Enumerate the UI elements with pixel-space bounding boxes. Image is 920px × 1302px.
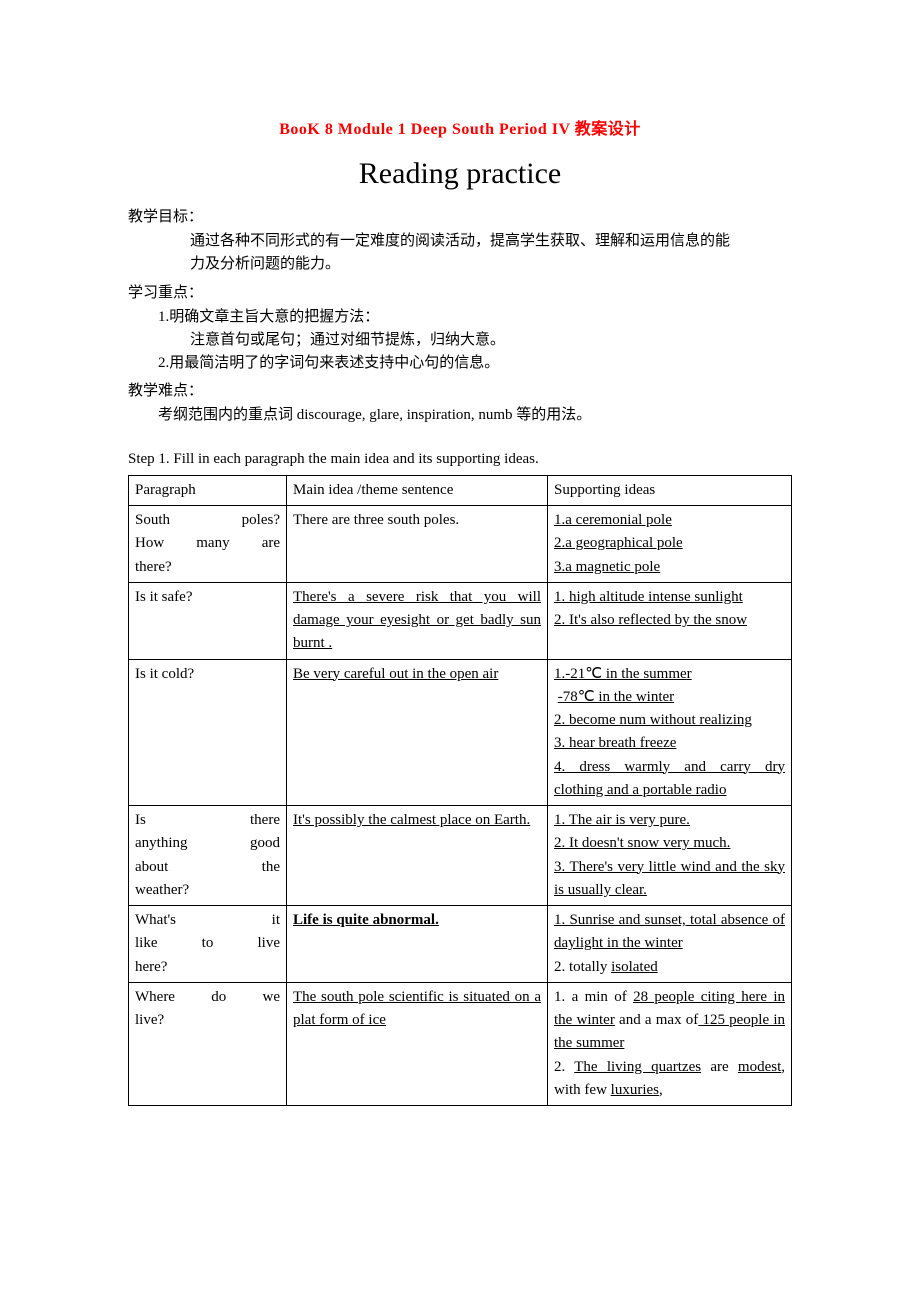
goal-body-line1: 通过各种不同形式的有一定难度的阅读活动，提高学生获取、理解和运用信息的能	[128, 230, 792, 253]
cell-main-idea: Be very careful out in the open air	[287, 659, 548, 806]
heading-teaching-difficulty: 教学难点：	[128, 379, 792, 400]
focus-item1: 1.明确文章主旨大意的把握方法：	[128, 306, 792, 329]
cell-main-idea: It's possibly the calmest place on Earth…	[287, 806, 548, 906]
table-row: What'sitliketolivehere?Life is quite abn…	[129, 906, 792, 983]
focus-item1-sub: 注意首句或尾句；通过对细节提炼，归纳大意。	[128, 329, 792, 352]
cell-paragraph: What'sitliketolivehere?	[129, 906, 287, 983]
main-idea-table: Paragraph Main idea /theme sentence Supp…	[128, 475, 792, 1106]
header-paragraph: Paragraph	[129, 475, 287, 505]
table-row: Is it cold?Be very careful out in the op…	[129, 659, 792, 806]
title-reading-practice: Reading practice	[128, 157, 792, 191]
cell-main-idea: Life is quite abnormal.	[287, 906, 548, 983]
document-page: BooK 8 Module 1 Deep South Period IV 教案设…	[0, 0, 920, 1166]
cell-paragraph: Is it safe?	[129, 582, 287, 659]
cell-paragraph: Isthereanythinggoodabouttheweather?	[129, 806, 287, 906]
heading-teaching-goal: 教学目标：	[128, 205, 792, 226]
cell-supporting: 1. high altitude intense sunlight 2. It'…	[548, 582, 792, 659]
title-red: BooK 8 Module 1 Deep South Period IV 教案设…	[128, 115, 792, 139]
cell-main-idea: There's a severe risk that you will dama…	[287, 582, 548, 659]
cell-supporting: 1. The air is very pure.2. It doesn't sn…	[548, 806, 792, 906]
cell-paragraph: Wheredowelive?	[129, 982, 287, 1105]
header-main-idea: Main idea /theme sentence	[287, 475, 548, 505]
cell-supporting: 1. a min of 28 people citing here in the…	[548, 982, 792, 1105]
difficulty-body: 考纲范围内的重点词 discourage, glare, inspiration…	[128, 404, 792, 427]
goal-body-line2: 力及分析问题的能力。	[128, 253, 792, 276]
cell-paragraph: Is it cold?	[129, 659, 287, 806]
cell-paragraph: Southpoles?Howmanyarethere?	[129, 506, 287, 583]
heading-learning-focus: 学习重点：	[128, 281, 792, 302]
cell-supporting: 1.a ceremonial pole2.a geographical pole…	[548, 506, 792, 583]
table-row: Is it safe?There's a severe risk that yo…	[129, 582, 792, 659]
cell-supporting: 1. Sunrise and sunset, total absence of …	[548, 906, 792, 983]
table-row: Southpoles?Howmanyarethere?There are thr…	[129, 506, 792, 583]
table-row: Wheredowelive?The south pole scientific …	[129, 982, 792, 1105]
table-header-row: Paragraph Main idea /theme sentence Supp…	[129, 475, 792, 505]
cell-main-idea: There are three south poles.	[287, 506, 548, 583]
table-row: Isthereanythinggoodabouttheweather?It's …	[129, 806, 792, 906]
step-instruction: Step 1. Fill in each paragraph the main …	[128, 448, 792, 471]
header-supporting: Supporting ideas	[548, 475, 792, 505]
focus-item2: 2.用最简洁明了的字词句来表述支持中心句的信息。	[128, 352, 792, 375]
cell-supporting: 1.-21℃ in the summer -78℃ in the winter …	[548, 659, 792, 806]
cell-main-idea: The south pole scientific is situated on…	[287, 982, 548, 1105]
